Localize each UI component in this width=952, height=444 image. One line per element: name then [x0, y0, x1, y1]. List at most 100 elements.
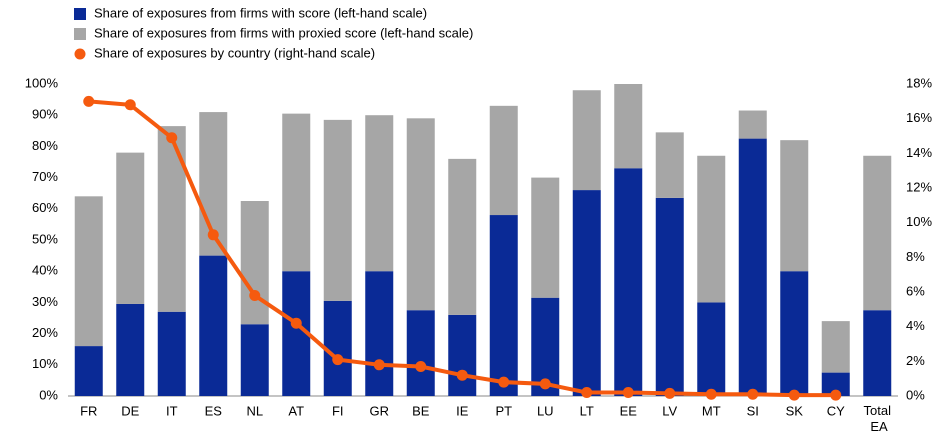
x-tick-label: DE	[121, 403, 139, 418]
y2-tick-label: 8%	[906, 249, 925, 264]
x-tick-label: PT	[495, 403, 512, 418]
bar	[406, 310, 435, 396]
legend-label: Share of exposures from firms with proxi…	[94, 25, 473, 40]
y-tick-label: 80%	[32, 138, 58, 153]
bar	[240, 324, 269, 396]
line-point	[747, 388, 759, 400]
line-point	[664, 387, 676, 399]
bar	[406, 118, 435, 311]
y-tick-label: 0%	[39, 387, 58, 402]
line-point	[456, 369, 468, 381]
bar	[531, 177, 560, 298]
y2-tick-label: 6%	[906, 283, 925, 298]
legend-label: Share of exposures from firms with score…	[94, 5, 427, 20]
bar	[614, 168, 643, 396]
bar	[323, 119, 352, 301]
x-tick-label: AT	[288, 403, 304, 418]
line-point	[124, 99, 136, 111]
line-point	[539, 378, 551, 390]
bar	[738, 138, 767, 396]
y-tick-label: 60%	[32, 200, 58, 215]
legend-marker	[74, 8, 86, 20]
legend-label: Share of exposures by country (right-han…	[94, 45, 375, 60]
y-tick-label: 30%	[32, 294, 58, 309]
bar	[489, 105, 518, 216]
x-tick-label: BE	[412, 403, 430, 418]
x-tick-label: IT	[166, 403, 178, 418]
line-point	[373, 359, 385, 371]
x-tick-label: CY	[827, 403, 845, 418]
line-point	[705, 388, 717, 400]
x-tick-label: FR	[80, 403, 97, 418]
bar	[821, 372, 850, 396]
line-point	[788, 389, 800, 401]
x-tick-label: LU	[537, 403, 554, 418]
bar	[240, 201, 269, 325]
y2-tick-label: 2%	[906, 353, 925, 368]
y-tick-label: 20%	[32, 325, 58, 340]
y-tick-label: 50%	[32, 231, 58, 246]
bar	[74, 196, 103, 347]
y2-tick-label: 14%	[906, 145, 932, 160]
bar	[282, 113, 311, 272]
bar	[780, 140, 809, 272]
bar	[821, 321, 850, 373]
y2-tick-label: 16%	[906, 110, 932, 125]
bar	[199, 255, 228, 396]
y-tick-label: 40%	[32, 263, 58, 278]
line-point	[622, 387, 634, 399]
x-tick-label: GR	[370, 403, 390, 418]
y-tick-label: 100%	[25, 75, 59, 90]
x-tick-label: Total EA	[864, 403, 892, 434]
line-point	[207, 229, 219, 241]
y-tick-label: 90%	[32, 107, 58, 122]
bar	[614, 84, 643, 169]
line-point	[290, 317, 302, 329]
legend-marker	[74, 28, 86, 40]
bar	[572, 190, 601, 396]
x-tick-label: MT	[702, 403, 721, 418]
bar	[74, 346, 103, 396]
bar	[323, 300, 352, 396]
x-tick-label: FI	[332, 403, 344, 418]
x-tick-label: SK	[786, 403, 804, 418]
bar	[157, 126, 186, 312]
x-tick-label: IE	[456, 403, 469, 418]
line-point	[332, 354, 344, 366]
bar	[157, 311, 186, 396]
line-point	[830, 389, 842, 401]
y2-tick-label: 0%	[906, 387, 925, 402]
bar	[572, 90, 601, 191]
y-tick-label: 10%	[32, 356, 58, 371]
x-tick-label: LV	[662, 403, 677, 418]
bar	[448, 314, 477, 396]
bar	[116, 303, 145, 396]
x-tick-label: SI	[747, 403, 759, 418]
line-point	[498, 376, 510, 388]
bar	[863, 155, 892, 311]
y2-tick-label: 18%	[906, 75, 932, 90]
y-tick-label: 70%	[32, 169, 58, 184]
bar	[863, 310, 892, 396]
y2-tick-label: 4%	[906, 318, 925, 333]
bar	[116, 152, 145, 304]
y2-tick-label: 10%	[906, 214, 932, 229]
bar	[365, 271, 394, 396]
bar	[697, 155, 726, 303]
legend-marker	[74, 48, 86, 60]
bar	[738, 110, 767, 139]
line-point	[415, 361, 427, 373]
line-point	[581, 387, 593, 399]
y2-tick-label: 12%	[906, 179, 932, 194]
x-tick-label: NL	[246, 403, 263, 418]
x-tick-label: ES	[205, 403, 223, 418]
bar	[697, 302, 726, 396]
line-point	[249, 289, 261, 301]
bar	[365, 115, 394, 272]
x-tick-label: LT	[580, 403, 594, 418]
bar	[448, 158, 477, 315]
line-point	[166, 132, 178, 144]
x-tick-label: EE	[620, 403, 638, 418]
line-point	[83, 95, 95, 107]
